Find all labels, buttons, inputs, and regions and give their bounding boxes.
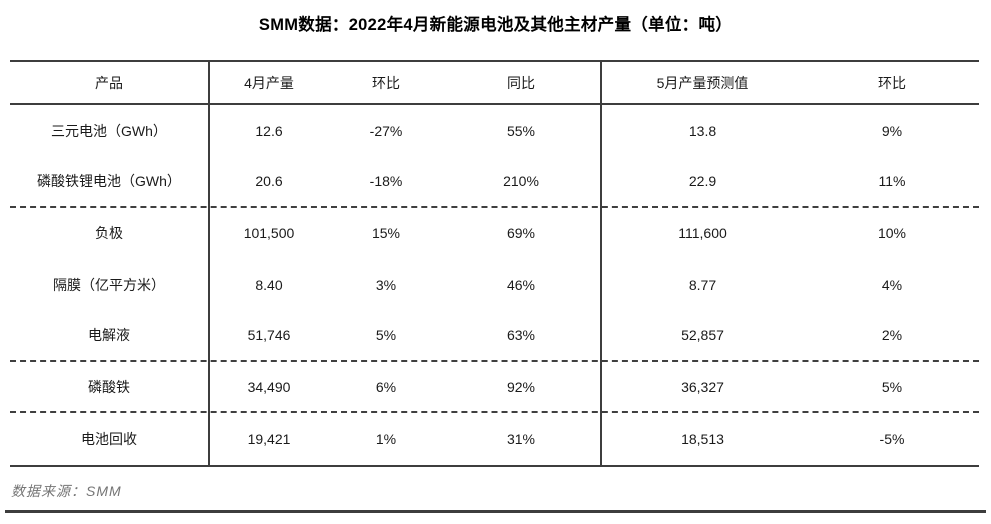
cell-forecast-mom: 10% (877, 225, 907, 242)
table-row: 隔膜（亿平方米） 8.40 3% 46% 8.77 4% (10, 259, 979, 310)
cell-apr-output: 51,746 (247, 327, 291, 344)
cell-may-forecast: 36,327 (681, 378, 724, 395)
column-header-apr-output: 4月产量 (244, 74, 294, 91)
cell-may-forecast: 52,857 (681, 327, 724, 344)
table-header-row: 产品 4月产量 环比 同比 5月产量预测值 环比 (10, 62, 979, 105)
cell-product: 磷酸铁锂电池（GWh） (37, 173, 181, 190)
cell-may-forecast: 13.8 (688, 122, 717, 139)
cell-forecast-mom: 5% (881, 378, 903, 395)
cell-may-forecast: 18,513 (681, 431, 724, 448)
table-row: 负极 101,500 15% 69% 111,600 10% (10, 208, 979, 259)
cell-mom: 15% (371, 225, 401, 242)
cell-apr-output: 34,490 (247, 378, 291, 395)
column-separator-line (600, 62, 602, 465)
cell-mom: 5% (375, 327, 397, 344)
table-row: 磷酸铁锂电池（GWh） 20.6 -18% 210% 22.9 11% (10, 156, 979, 208)
data-table: 产品 4月产量 环比 同比 5月产量预测值 环比 三元电池（GWh） 12.6 … (10, 60, 979, 467)
data-source-note: 数据来源：SMM (11, 483, 122, 499)
cell-apr-output: 8.40 (255, 276, 283, 293)
table-row: 三元电池（GWh） 12.6 -27% 55% 13.8 9% (10, 105, 979, 156)
cell-yoy: 63% (506, 327, 536, 344)
cell-yoy: 210% (503, 173, 539, 190)
table-row: 电池回收 19,421 1% 31% 18,513 -5% (10, 413, 979, 464)
column-header-yoy: 同比 (507, 74, 535, 91)
cell-forecast-mom: -5% (879, 431, 905, 448)
cell-yoy: 46% (506, 276, 536, 293)
cell-yoy: 55% (506, 122, 536, 139)
cell-product: 电解液 (88, 327, 130, 344)
cell-product: 三元电池（GWh） (51, 122, 167, 139)
cell-apr-output: 19,421 (247, 431, 291, 448)
cell-product: 隔膜（亿平方米） (53, 276, 165, 293)
cell-product: 电池回收 (81, 431, 137, 448)
cell-product: 负极 (95, 225, 123, 242)
table-row: 磷酸铁 34,490 6% 92% 36,327 5% (10, 362, 979, 414)
column-separator-line (208, 62, 210, 465)
cell-may-forecast: 8.77 (688, 276, 717, 293)
cell-may-forecast: 22.9 (688, 173, 717, 190)
table-title: SMM数据：2022年4月新能源电池及其他主材产量（单位：吨） (258, 16, 733, 34)
cell-apr-output: 101,500 (243, 225, 295, 242)
cell-mom: 6% (375, 378, 397, 395)
column-header-mom: 环比 (372, 74, 400, 91)
cell-apr-output: 12.6 (255, 122, 283, 139)
cell-apr-output: 20.6 (255, 173, 283, 190)
column-header-product: 产品 (95, 74, 123, 91)
column-header-may-forecast: 5月产量预测值 (656, 74, 749, 91)
cell-product: 磷酸铁 (88, 378, 130, 395)
cell-mom: -18% (369, 173, 403, 190)
cell-forecast-mom: 9% (881, 122, 903, 139)
cell-mom: 3% (375, 276, 397, 293)
cell-may-forecast: 111,600 (678, 225, 727, 242)
cell-yoy: 69% (506, 225, 536, 242)
column-header-forecast-mom: 环比 (878, 74, 906, 91)
cell-forecast-mom: 4% (881, 276, 903, 293)
cell-yoy: 31% (506, 431, 536, 448)
cell-forecast-mom: 11% (878, 173, 906, 190)
table-row: 电解液 51,746 5% 63% 52,857 2% (10, 311, 979, 362)
cell-mom: 1% (375, 431, 397, 448)
cell-mom: -27% (369, 122, 403, 139)
bottom-divider (5, 510, 986, 513)
cell-yoy: 92% (506, 378, 536, 395)
cell-forecast-mom: 2% (881, 327, 903, 344)
